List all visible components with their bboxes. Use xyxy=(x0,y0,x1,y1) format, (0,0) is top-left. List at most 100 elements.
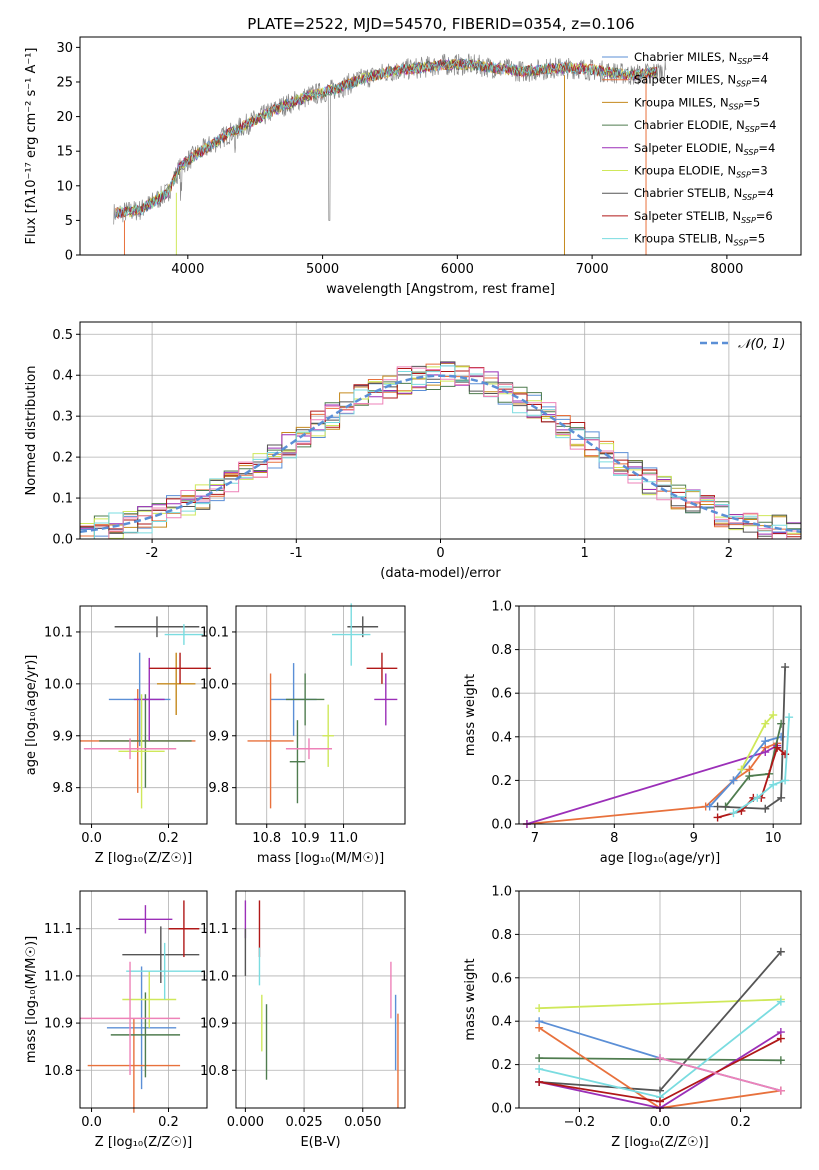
x-tick-label: 7000 xyxy=(576,262,609,277)
mass-weight-marker xyxy=(781,750,790,759)
legend-label: 𝒩(0, 1) xyxy=(738,337,785,352)
mass-weight-marker xyxy=(781,663,790,672)
y-tick-label: 1.0 xyxy=(491,600,512,615)
y-axis-label: Normed distribution xyxy=(24,366,39,496)
legend-label: Chabrier MILES, NSSP=4 xyxy=(634,50,769,66)
mass-weight-marker xyxy=(713,813,722,822)
age-vs-mass-panel: 10.8 10.9 11.0 9.8 9.9 10.0 10.1 mass [log₁₀(M/… xyxy=(200,603,406,866)
legend-label: Salpeter STELIB, NSSP=6 xyxy=(634,209,773,225)
y-tick-label: 25 xyxy=(56,75,73,90)
x-axis-label: mass [log₁₀(M/M☉)] xyxy=(257,851,384,866)
y-axis-label: mass weight xyxy=(463,958,478,1040)
y-axis-label: age [log₁₀(age/yr)] xyxy=(24,655,39,776)
mass-weight-marker xyxy=(535,1064,544,1073)
x-axis-label: wavelength [Angstrom, rest frame] xyxy=(326,282,555,297)
y-tick-label: 0.3 xyxy=(52,410,73,425)
normal-curve xyxy=(79,374,802,534)
weight-vs-Z-panel: −0.2 0.0 0.2 0.0 0.2 0.4 0.6 0.8 1.0 Z [log₁₀(Z/Z… xyxy=(463,885,802,1150)
mass-weight-marker xyxy=(535,1054,544,1063)
mass-weight-line xyxy=(539,998,781,1010)
y-tick-label: 10.1 xyxy=(200,625,229,640)
y-tick-label: 10.0 xyxy=(200,677,229,692)
mass-weight-marker xyxy=(656,1097,664,1106)
mass-weight-marker xyxy=(713,802,722,811)
mass-weight-marker xyxy=(656,1054,664,1063)
axes-frame xyxy=(79,36,802,256)
spectrum-model-line xyxy=(115,58,658,218)
y-tick-label: 0.4 xyxy=(491,1015,512,1030)
mass-weight-marker xyxy=(785,713,794,722)
x-tick-label: 0.025 xyxy=(285,1115,322,1130)
y-tick-label: 0.2 xyxy=(491,774,512,789)
mass-weight-marker xyxy=(745,772,754,781)
mass-weight-marker xyxy=(781,776,790,785)
spectrum-data-line xyxy=(113,53,667,225)
x-tick-label: -2 xyxy=(146,546,159,561)
x-tick-label: 9 xyxy=(690,831,698,846)
y-tick-label: 9.9 xyxy=(208,729,229,744)
y-tick-label: 10 xyxy=(56,179,73,194)
x-tick-label: 6000 xyxy=(441,262,474,277)
mass-weight-line xyxy=(526,742,778,825)
figure-title: PLATE=2522, MJD=54570, FIBERID=0354, z=0… xyxy=(247,15,634,33)
x-tick-label: 2 xyxy=(725,546,733,561)
x-axis-label: Z [log₁₀(Z/Z☉)] xyxy=(95,1135,192,1150)
legend-label: Salpeter ELODIE, NSSP=4 xyxy=(634,141,775,157)
x-tick-label: 0.2 xyxy=(158,1115,179,1130)
mass-weight-marker xyxy=(761,804,770,813)
mass-weight-marker xyxy=(776,1034,785,1043)
mass-weight-marker xyxy=(769,780,778,789)
y-tick-label: 9.8 xyxy=(52,781,73,796)
y-tick-label: 9.8 xyxy=(208,781,229,796)
y-tick-label: 15 xyxy=(56,145,73,160)
x-tick-label: 0.0 xyxy=(81,1115,102,1130)
mass-weight-marker xyxy=(773,743,782,752)
mass-weight-line xyxy=(724,723,782,808)
weight-vs-age-panel: 7 8 9 10 0.0 0.2 0.4 0.6 0.8 1.0 age [log₁₀(age/yr… xyxy=(463,600,802,866)
x-axis-label: Z [log₁₀(Z/Z☉)] xyxy=(611,1135,708,1150)
y-axis-label: mass weight xyxy=(463,674,478,756)
y-tick-label: 10.1 xyxy=(44,625,73,640)
spectrum-model-line xyxy=(116,58,657,218)
legend-label: Salpeter MILES, NSSP=4 xyxy=(634,73,768,89)
y-tick-label: 11.0 xyxy=(44,969,73,984)
mass-weight-line xyxy=(708,735,782,808)
mass-weight-marker xyxy=(535,1004,544,1013)
y-tick-label: 1.0 xyxy=(491,885,512,900)
x-tick-label: 0 xyxy=(436,546,444,561)
legend-label: Chabrier ELODIE, NSSP=4 xyxy=(634,118,776,134)
residual-histogram xyxy=(80,371,801,540)
x-tick-label: 8 xyxy=(610,831,618,846)
mass-weight-marker xyxy=(737,765,746,774)
mass-vs-Z-panel: 0.0 0.2 10.8 10.9 11.0 11.1 Z [log₁₀(Z/Z☉)] mas… xyxy=(24,890,208,1150)
mass-weight-marker xyxy=(535,1077,544,1086)
mass-weight-marker xyxy=(761,748,770,757)
axes-frame xyxy=(79,605,208,825)
x-tick-label: 0.050 xyxy=(344,1115,381,1130)
spectrum-model-line xyxy=(114,58,657,219)
x-axis-label: E(B-V) xyxy=(300,1135,340,1150)
spectrum-model-line xyxy=(115,59,657,218)
residuals-panel: -2 -1 0 1 2 0.0 0.1 0.2 0.3 0.4 0.5 (data-model)/er… xyxy=(24,321,802,581)
y-tick-label: 0.8 xyxy=(491,928,512,943)
spectrum-model-line xyxy=(116,58,657,217)
residual-histogram xyxy=(80,365,801,540)
legend-label: Kroupa MILES, NSSP=5 xyxy=(634,95,760,111)
mass-weight-marker xyxy=(769,711,778,719)
axes-frame xyxy=(518,605,802,825)
legend-label: Kroupa STELIB, NSSP=5 xyxy=(634,232,765,248)
legend-label: Chabrier STELIB, NSSP=4 xyxy=(634,186,774,202)
spectrum-panel: 4000 5000 6000 7000 8000 0 5 10 15 20 25 30 waveleng… xyxy=(24,36,802,297)
y-tick-label: 0.2 xyxy=(52,451,73,466)
mass-vs-EBV-panel: 0.000 0.025 0.050 10.8 10.9 11.0 11.1 E(B-V) xyxy=(200,890,406,1150)
mass-weight-line xyxy=(659,1057,782,1092)
mass-weight-marker xyxy=(776,1086,785,1095)
y-tick-label: 20 xyxy=(56,110,73,125)
y-tick-label: 0.0 xyxy=(491,818,512,833)
x-tick-label: 10 xyxy=(765,831,782,846)
y-axis-label: mass [log₁₀(M/M☉)] xyxy=(24,936,39,1063)
y-tick-label: 9.9 xyxy=(52,729,73,744)
x-tick-label: 0.2 xyxy=(730,1115,751,1130)
y-tick-label: 10.8 xyxy=(200,1064,229,1079)
